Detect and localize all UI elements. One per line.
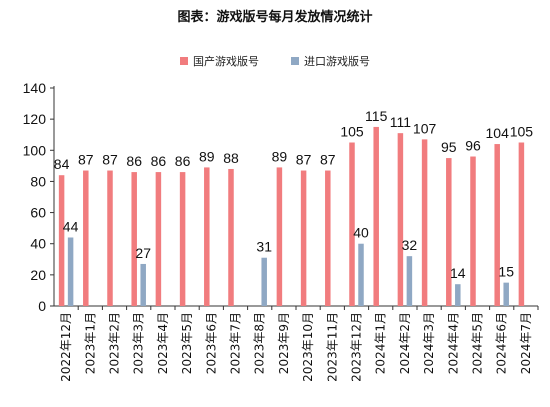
data-label-domestic: 107 [413, 120, 437, 136]
x-tick-label: 2023年5月 [180, 312, 194, 374]
y-tick-label: 60 [30, 205, 46, 221]
x-tick-label: 2022年12月 [59, 312, 73, 382]
x-tick-label: 2023年4月 [156, 312, 170, 374]
y-tick-label: 80 [30, 173, 46, 189]
data-label-domestic: 87 [296, 152, 312, 168]
bar-domestic [349, 142, 355, 306]
x-tick-label: 2023年2月 [108, 312, 122, 374]
legend-item-domestic: 国产游戏版号 [180, 53, 259, 69]
data-label-domestic: 86 [151, 153, 167, 169]
bar-imported [358, 243, 364, 306]
x-tick-label: 2023年1月 [83, 312, 97, 374]
x-tick-label: 2024年3月 [422, 312, 436, 374]
x-tick-label: 2024年1月 [374, 312, 388, 374]
data-label-imported: 40 [353, 225, 369, 241]
legend-label-imported: 进口游戏版号 [304, 55, 370, 68]
data-label-domestic: 87 [102, 152, 118, 168]
bar-domestic [228, 168, 234, 306]
data-label-domestic: 84 [54, 156, 70, 172]
bar-domestic [397, 133, 404, 306]
bar-domestic [131, 172, 137, 306]
bar-imported [503, 282, 509, 306]
legend-swatch-imported [291, 57, 299, 65]
bar-domestic [325, 170, 331, 306]
data-label-domestic: 105 [510, 124, 534, 140]
data-label-domestic: 89 [199, 148, 215, 164]
x-tick-label: 2023年9月 [277, 312, 291, 374]
bar-imported [455, 284, 461, 306]
data-label-imported: 31 [256, 239, 272, 255]
y-tick-label: 120 [23, 111, 47, 127]
y-tick-label: 140 [23, 80, 47, 96]
data-label-domestic: 96 [465, 138, 481, 154]
data-label-domestic: 95 [441, 139, 457, 155]
data-label-domestic: 89 [272, 148, 288, 164]
bar-domestic [421, 139, 428, 306]
data-label-domestic: 105 [340, 124, 364, 140]
legend-item-imported: 进口游戏版号 [291, 53, 370, 69]
data-label-imported: 15 [498, 264, 514, 280]
bar-domestic [179, 172, 186, 306]
data-label-domestic: 87 [78, 152, 94, 168]
x-tick-label: 2024年5月 [471, 312, 485, 374]
chart-title: 图表：游戏版号每月发放情况统计 [177, 10, 373, 25]
bar-domestic [276, 167, 283, 306]
y-tick-label: 0 [38, 298, 46, 314]
x-tick-label: 2024年2月 [398, 312, 412, 374]
bar-domestic [470, 156, 476, 306]
data-label-domestic: 86 [175, 153, 191, 169]
x-tick-label: 2023年3月 [132, 312, 146, 374]
legend-swatch-domestic [180, 57, 188, 65]
data-label-imported: 27 [135, 245, 151, 261]
bar-domestic [518, 142, 525, 306]
data-label-domestic: 104 [486, 125, 510, 141]
x-tick-label: 2024年7月 [519, 312, 533, 374]
y-tick-label: 40 [30, 236, 46, 252]
bar-domestic [155, 172, 162, 306]
data-label-imported: 32 [402, 237, 418, 253]
data-label-domestic: 87 [320, 152, 336, 168]
x-tick-label: 2023年6月 [204, 312, 218, 374]
bar-domestic [58, 175, 65, 306]
y-tick-label: 100 [23, 142, 47, 158]
bar-domestic [204, 167, 210, 306]
bar-domestic [446, 158, 452, 306]
y-tick-label: 20 [30, 267, 46, 283]
data-label-domestic: 86 [126, 153, 142, 169]
data-label-domestic: 111 [390, 114, 411, 130]
bar-domestic [107, 170, 113, 306]
bar-imported [406, 256, 413, 306]
x-tick-label: 2023年10月 [301, 312, 315, 382]
legend-label-domestic: 国产游戏版号 [193, 55, 259, 68]
x-tick-label: 2023年7月 [229, 312, 243, 374]
bar-imported [261, 257, 267, 306]
x-tick-label: 2023年11月 [325, 312, 339, 382]
bar-domestic [300, 170, 307, 306]
data-label-domestic: 115 [365, 108, 388, 124]
x-tick-label: 2024年6月 [495, 312, 509, 374]
data-label-imported: 14 [450, 265, 466, 281]
data-label-domestic: 88 [223, 150, 239, 166]
chart-legend: 国产游戏版号 进口游戏版号 [0, 54, 550, 68]
bar-imported [67, 237, 74, 306]
bar-imported [140, 263, 146, 306]
data-label-imported: 44 [63, 218, 79, 234]
bar-domestic [494, 144, 500, 306]
bar-domestic [373, 126, 379, 306]
x-tick-label: 2023年12月 [350, 312, 364, 382]
bar-domestic [83, 170, 89, 306]
x-tick-label: 2024年4月 [446, 312, 460, 374]
x-tick-label: 2023年8月 [253, 312, 267, 374]
